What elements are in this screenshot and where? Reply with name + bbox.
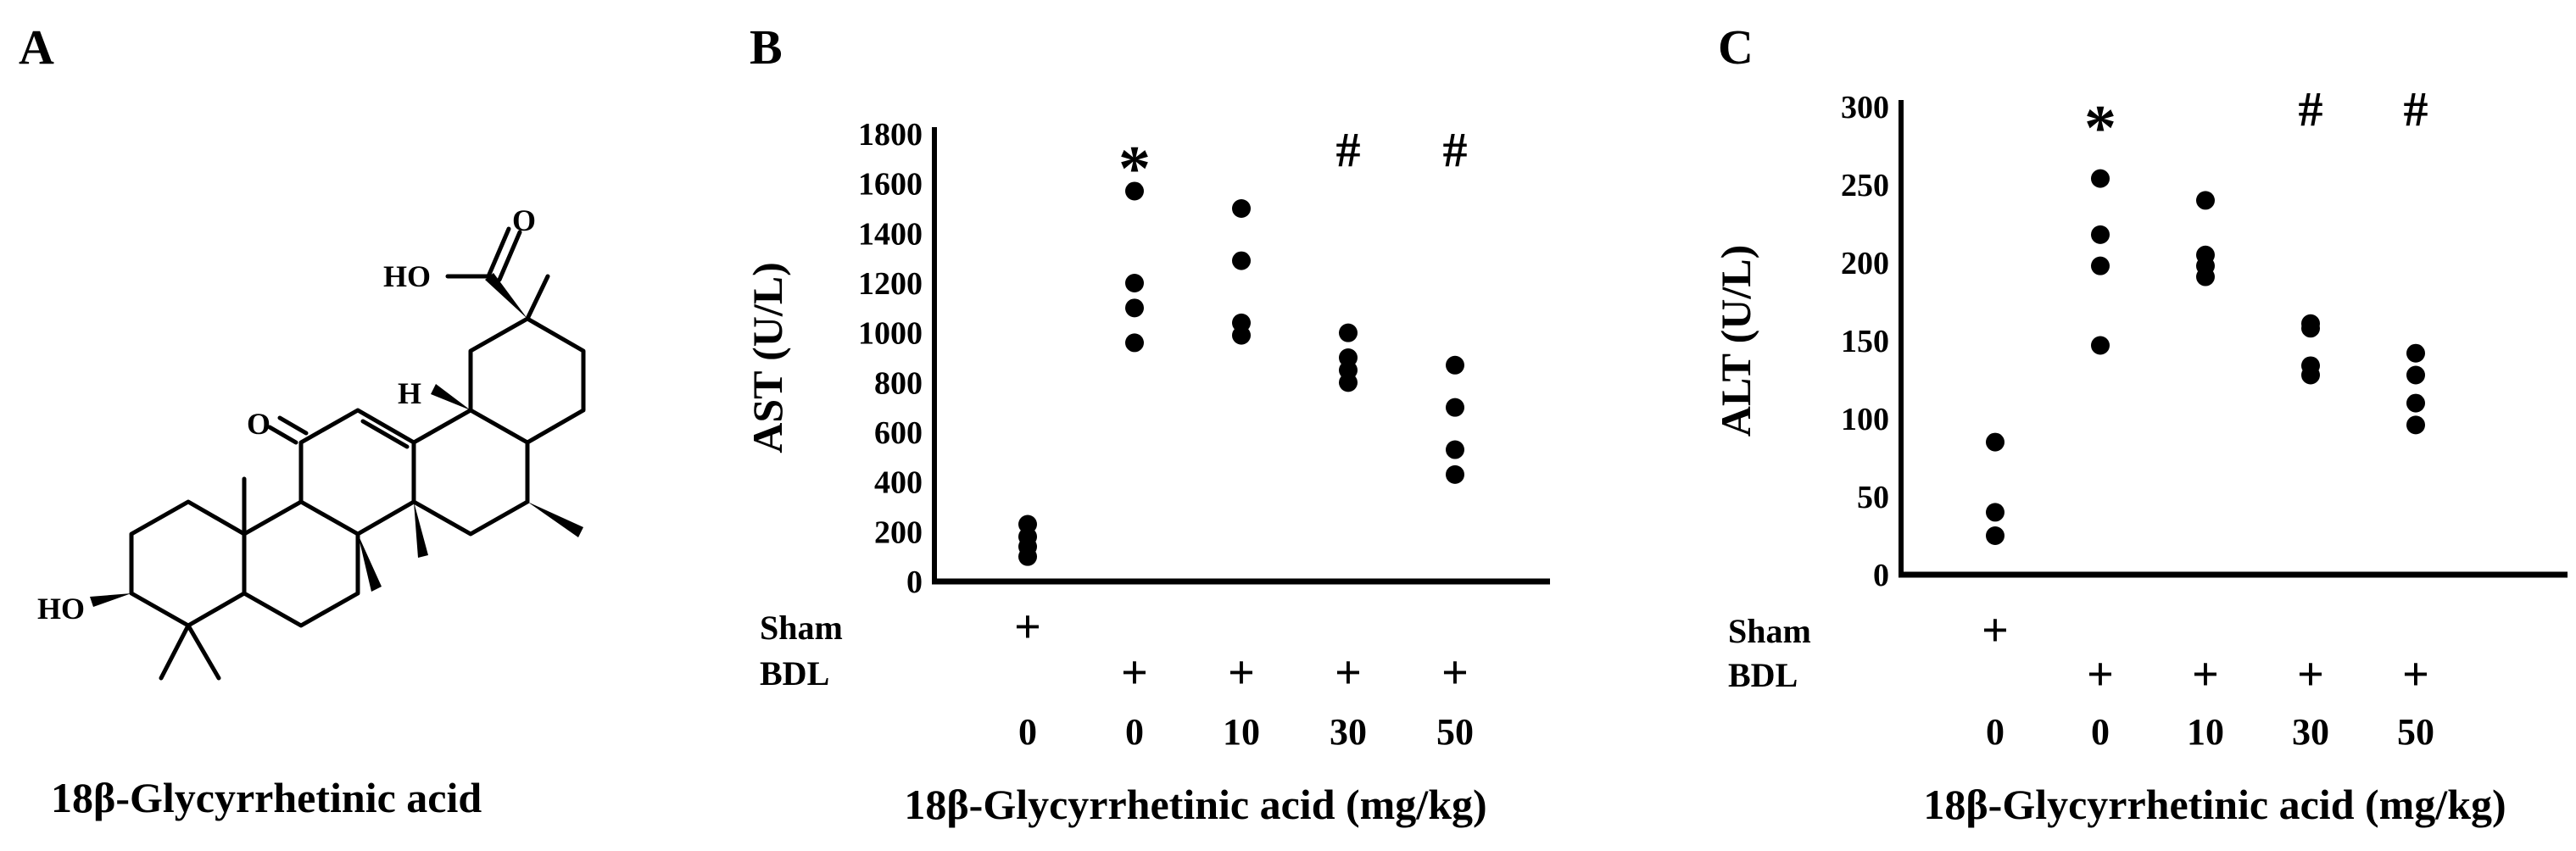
dose-tick-label: 0 (1986, 711, 2004, 753)
y-tick-label: 100 (1841, 402, 1889, 437)
panel-a-caption: 18β-Glycyrrhetinic acid (51, 774, 482, 821)
data-point (1125, 333, 1144, 353)
y-tick-label: 200 (1841, 246, 1889, 281)
y-tick-label: 200 (874, 514, 923, 550)
molecule-structure: HO O O HO H (37, 203, 586, 681)
data-point (1446, 464, 1464, 484)
alt-chart: 0 50 100 150 200 250 300 ALT (U/L) Sham BDL 0 +0 + * 1… (1712, 81, 2568, 828)
sham-row-label: Sham (760, 609, 843, 647)
y-axis-label: ALT (U/L) (1712, 245, 1759, 437)
hydroxyl-label: HO (37, 592, 85, 626)
panel-label-a: A (19, 19, 54, 75)
data-point (2091, 336, 2110, 355)
data-point (2091, 225, 2110, 244)
y-tick-label: 400 (874, 465, 923, 501)
significance-marker: * (2084, 92, 2116, 164)
data-point (1125, 274, 1144, 292)
bdl-plus-sign: + (1335, 647, 1362, 699)
data-point (1986, 432, 2004, 452)
y-tick-label: 1400 (858, 216, 923, 252)
bdl-row-label: BDL (1728, 656, 1798, 694)
data-point (1232, 251, 1251, 270)
dose-tick-label: 10 (2187, 711, 2224, 753)
dose-tick-label: 0 (1018, 711, 1037, 753)
ketone-oxygen-label: O (247, 407, 270, 441)
sham-row-label: Sham (1728, 612, 1811, 650)
y-tick-label: 50 (1857, 480, 1889, 515)
y-tick-label: 0 (1873, 558, 1889, 593)
panel-label-c: C (1718, 19, 1754, 75)
bdl-plus-sign: + (1228, 647, 1255, 699)
significance-marker: # (1336, 122, 1361, 177)
y-tick-label: 150 (1841, 324, 1889, 359)
y-axis-label: AST (U/L) (744, 262, 791, 453)
sham-plus-sign: + (1982, 604, 2009, 657)
acid-oxygen-label: O (512, 203, 536, 237)
y-tick-label: 1200 (858, 266, 923, 302)
sham-plus-sign: + (1014, 601, 1041, 654)
data-point (1339, 323, 1358, 342)
data-point (1232, 199, 1251, 218)
dose-tick-label: 50 (1436, 711, 1474, 753)
data-point (1339, 348, 1358, 367)
bdl-plus-sign: + (2402, 648, 2429, 701)
data-point (2091, 256, 2110, 275)
y-tick-label: 250 (1841, 168, 1889, 203)
bdl-row-label: BDL (760, 654, 829, 692)
significance-marker: # (2299, 81, 2323, 136)
dose-tick-label: 0 (1125, 711, 1144, 753)
bdl-plus-sign: + (2192, 648, 2219, 701)
data-point (2301, 356, 2320, 375)
y-tick-label: 600 (874, 415, 923, 451)
y-tick-label: 1000 (858, 316, 923, 352)
acid-hydroxyl-label: HO (383, 259, 431, 293)
data-point (1125, 181, 1144, 201)
y-tick-label: 300 (1841, 90, 1889, 125)
dose-tick-label: 30 (2292, 711, 2329, 753)
dose-tick-label: 30 (1330, 711, 1367, 753)
bdl-plus-sign: + (2297, 648, 2324, 701)
data-point (1232, 313, 1251, 332)
data-point (1446, 398, 1464, 417)
data-point (1446, 355, 1464, 375)
significance-marker: # (2404, 81, 2428, 136)
data-point (2301, 314, 2320, 333)
data-point (1125, 298, 1144, 318)
dose-tick-label: 10 (1223, 711, 1260, 753)
y-tick-label: 800 (874, 365, 923, 401)
panel-label-b: B (750, 19, 783, 75)
bdl-plus-sign: + (2087, 648, 2114, 701)
bdl-plus-sign: + (1441, 647, 1469, 699)
data-point (1446, 440, 1464, 459)
bdl-plus-sign: + (1121, 647, 1148, 699)
y-tick-label: 1800 (858, 117, 923, 153)
significance-marker: # (1443, 122, 1468, 177)
data-point (2091, 169, 2110, 188)
data-point (1986, 503, 2004, 522)
dose-tick-label: 50 (2397, 711, 2434, 753)
data-point (2406, 365, 2425, 385)
dose-tick-label: 0 (2091, 711, 2110, 753)
data-point (1986, 526, 2004, 545)
data-point (1018, 514, 1037, 534)
data-point (2196, 245, 2215, 264)
data-point (2406, 393, 2425, 413)
hydrogen-label: H (398, 376, 421, 410)
data-point (2406, 343, 2425, 363)
x-axis-label: 18β-Glycyrrhetinic acid (mg/kg) (904, 781, 1486, 828)
y-tick-label: 1600 (858, 167, 923, 203)
data-point (2406, 415, 2425, 435)
data-point (2196, 191, 2215, 210)
y-tick-label: 0 (906, 565, 923, 600)
x-axis-label: 18β-Glycyrrhetinic acid (mg/kg) (1923, 781, 2506, 828)
